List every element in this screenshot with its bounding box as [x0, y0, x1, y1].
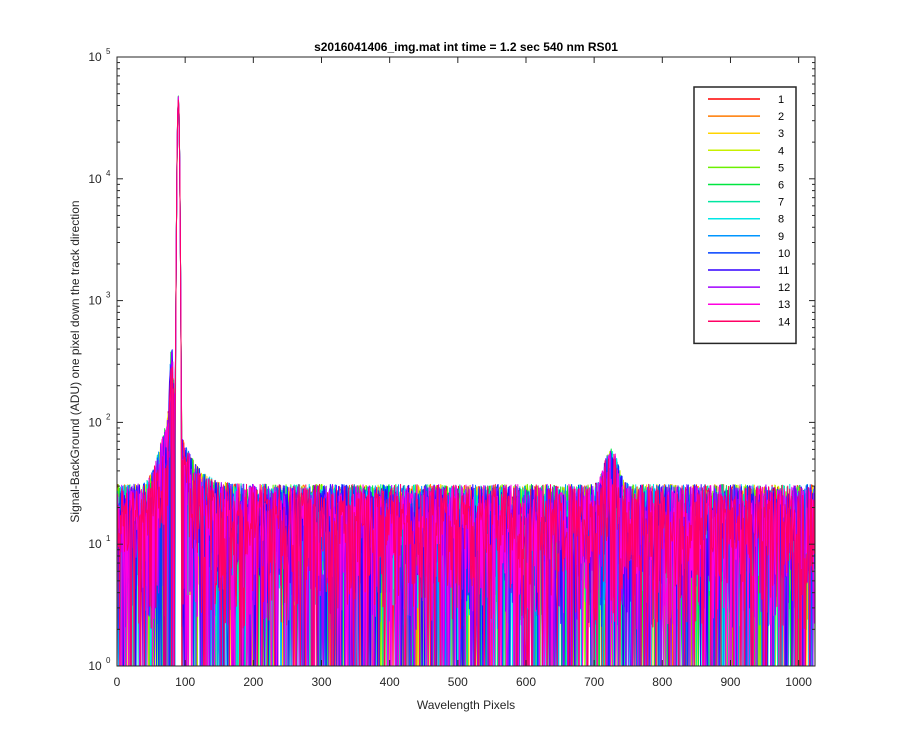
x-tick-label: 100: [175, 675, 195, 689]
chart-title: s2016041406_img.mat int time = 1.2 sec 5…: [314, 40, 618, 54]
y-tick-exponent: 2: [106, 412, 111, 421]
legend-entry-label: 2: [778, 111, 784, 123]
y-axis: 10 0 10 1 10 2 10 3 10 4 10 5: [88, 47, 815, 673]
x-tick-label: 400: [380, 675, 400, 689]
legend-entry-label: 1: [778, 94, 784, 106]
x-tick-label: 600: [516, 675, 536, 689]
legend-entry-label: 7: [778, 197, 784, 209]
y-tick-label: 10: [88, 294, 102, 308]
y-tick-label: 10: [88, 659, 102, 673]
y-tick-label: 10: [88, 50, 102, 64]
legend-entry-label: 13: [778, 299, 790, 311]
legend-entry-label: 11: [778, 265, 789, 277]
series-line-14: [116, 99, 816, 667]
x-axis: 0 100 200 300 400 500 600 700 800 900 1000: [114, 57, 812, 689]
y-tick-label: 10: [88, 172, 102, 186]
legend-entry-label: 3: [778, 128, 784, 140]
y-tick-exponent: 0: [106, 656, 111, 665]
x-tick-label: 700: [584, 675, 604, 689]
legend-entry-label: 14: [778, 316, 790, 328]
y-tick-exponent: 3: [106, 291, 111, 300]
x-axis-label: Wavelength Pixels: [417, 698, 515, 712]
legend-entry-label: 4: [778, 145, 784, 157]
x-tick-label: 1000: [785, 675, 812, 689]
x-tick-label: 300: [311, 675, 331, 689]
y-axis-label: Signal-BackGround (ADU) one pixel down t…: [68, 200, 82, 522]
x-tick-label: 900: [720, 675, 740, 689]
x-tick-label: 500: [448, 675, 468, 689]
legend-box: [693, 86, 797, 345]
y-tick-exponent: 4: [106, 169, 111, 178]
legend-entry-label: 10: [778, 248, 790, 260]
series-lines: [116, 95, 816, 667]
x-tick-label: 800: [652, 675, 672, 689]
y-tick-label: 10: [88, 537, 102, 551]
legend-entry-label: 5: [778, 162, 784, 174]
y-tick-label: 10: [88, 415, 102, 429]
legend-entry-label: 9: [778, 231, 784, 243]
legend-entry-label: 6: [778, 180, 784, 192]
y-tick-exponent: 5: [106, 47, 111, 56]
x-tick-label: 0: [114, 675, 121, 689]
plot-frame: [116, 56, 816, 667]
y-tick-exponent: 1: [106, 534, 111, 543]
legend-entry-label: 8: [778, 214, 784, 226]
legend-entry-label: 12: [778, 282, 790, 294]
x-tick-label: 200: [243, 675, 263, 689]
